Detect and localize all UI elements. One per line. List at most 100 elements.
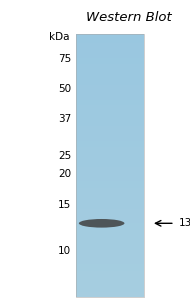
Bar — [76, 184, 144, 185]
Bar — [76, 254, 144, 255]
Bar — [76, 116, 144, 117]
Bar — [76, 172, 144, 173]
Bar — [76, 58, 144, 59]
Bar — [76, 217, 144, 218]
Bar — [76, 208, 144, 209]
Bar — [76, 249, 144, 250]
Bar — [76, 192, 144, 193]
Bar — [76, 220, 144, 221]
Bar — [76, 226, 144, 227]
Bar — [76, 151, 144, 152]
Bar — [76, 100, 144, 101]
Bar — [76, 292, 144, 293]
Bar — [76, 201, 144, 202]
Bar — [76, 106, 144, 107]
Bar — [76, 229, 144, 230]
Bar — [76, 51, 144, 52]
Bar — [76, 66, 144, 67]
Bar — [76, 287, 144, 288]
Bar — [76, 177, 144, 179]
Bar — [76, 160, 144, 162]
Bar — [76, 204, 144, 205]
Bar — [76, 237, 144, 238]
Bar — [76, 98, 144, 100]
Bar — [76, 212, 144, 213]
Bar — [76, 213, 144, 214]
Bar — [76, 129, 144, 130]
Bar — [76, 77, 144, 79]
Bar — [76, 83, 144, 84]
Bar — [76, 111, 144, 113]
Bar — [76, 202, 144, 204]
Bar — [76, 260, 144, 262]
Bar — [76, 158, 144, 159]
Bar — [76, 69, 144, 71]
Bar — [76, 126, 144, 128]
Bar — [76, 196, 144, 197]
Bar — [76, 282, 144, 283]
Bar — [76, 200, 144, 201]
Bar — [76, 140, 144, 142]
Bar — [76, 250, 144, 251]
Bar — [76, 159, 144, 160]
Bar — [76, 191, 144, 192]
Bar — [76, 231, 144, 233]
Bar — [76, 117, 144, 118]
Bar — [76, 104, 144, 105]
Bar — [76, 166, 144, 167]
Bar — [76, 175, 144, 176]
Bar — [76, 73, 144, 75]
Bar — [76, 280, 144, 282]
Text: Western Blot: Western Blot — [86, 11, 172, 24]
Bar — [76, 253, 144, 254]
Bar — [76, 87, 144, 88]
Bar — [76, 60, 144, 62]
Bar — [76, 286, 144, 287]
Bar — [76, 238, 144, 239]
Bar — [76, 198, 144, 200]
Bar — [76, 222, 144, 224]
Bar — [76, 37, 144, 38]
Bar — [76, 270, 144, 271]
Text: 15: 15 — [58, 200, 71, 210]
Bar — [76, 274, 144, 275]
Bar — [76, 294, 144, 296]
Bar — [76, 130, 144, 131]
Bar — [76, 163, 144, 164]
Bar — [76, 227, 144, 229]
Bar — [76, 189, 144, 191]
Bar — [76, 110, 144, 111]
Bar — [76, 171, 144, 172]
Bar — [76, 288, 144, 289]
Bar — [76, 135, 144, 136]
Bar — [76, 88, 144, 89]
Bar — [76, 80, 144, 81]
Bar — [76, 109, 144, 110]
Bar — [76, 234, 144, 235]
Bar — [76, 276, 144, 278]
Bar — [76, 154, 144, 155]
Bar — [76, 35, 144, 37]
Bar — [76, 147, 144, 148]
Text: 10: 10 — [58, 246, 71, 256]
Bar — [76, 144, 144, 146]
Bar — [76, 173, 144, 175]
Text: 37: 37 — [58, 114, 71, 124]
Bar — [76, 91, 144, 92]
Bar — [76, 148, 144, 150]
Bar — [76, 54, 144, 55]
Bar — [76, 245, 144, 246]
Bar — [76, 138, 144, 139]
Bar — [76, 263, 144, 264]
Bar — [76, 125, 144, 126]
Bar — [76, 84, 144, 85]
Bar — [76, 79, 144, 80]
Bar — [76, 105, 144, 106]
Bar — [76, 185, 144, 187]
Bar — [76, 101, 144, 102]
Bar — [76, 279, 144, 280]
Bar — [76, 146, 144, 147]
Bar — [76, 187, 144, 188]
Bar — [76, 164, 144, 165]
Bar — [76, 197, 144, 198]
